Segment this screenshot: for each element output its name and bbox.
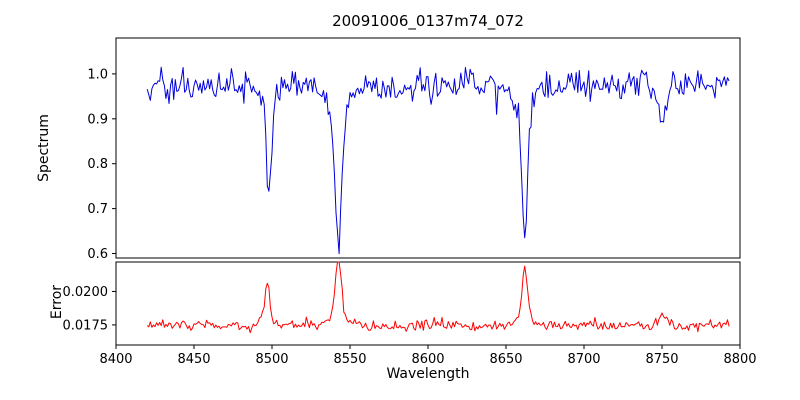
x-tick-label: 8650 — [489, 352, 522, 367]
x-tick-label: 8700 — [567, 352, 600, 367]
x-tick-label: 8450 — [177, 352, 210, 367]
x-tick-label: 8750 — [645, 352, 678, 367]
chart-title: 20091006_0137m74_072 — [332, 12, 524, 30]
y-tick-label: 0.6 — [87, 247, 108, 262]
x-tick-label: 8400 — [99, 352, 132, 367]
spectrum-series-line — [146, 66, 730, 255]
x-tick-label: 8550 — [333, 352, 366, 367]
y-axis-label-spectrum: Spectrum — [36, 114, 52, 182]
panel-frame-error — [115, 261, 741, 346]
y-tick-label: 0.8 — [87, 157, 108, 172]
x-axis-label: Wavelength — [386, 366, 470, 382]
y-axis-label-error: Error — [49, 284, 65, 320]
x-tick-label: 8500 — [255, 352, 288, 367]
x-tick-label: 8600 — [411, 352, 444, 367]
y-tick-label: 1.0 — [87, 67, 108, 82]
error-series-line — [146, 261, 730, 334]
y-tick-label: 0.9 — [87, 112, 108, 127]
y-tick-label: 0.0175 — [63, 318, 109, 333]
y-tick-label: 0.0200 — [63, 285, 109, 300]
x-tick-label: 8800 — [723, 352, 756, 367]
y-tick-label: 0.7 — [87, 202, 108, 217]
panel-frame-spectrum — [115, 37, 741, 259]
